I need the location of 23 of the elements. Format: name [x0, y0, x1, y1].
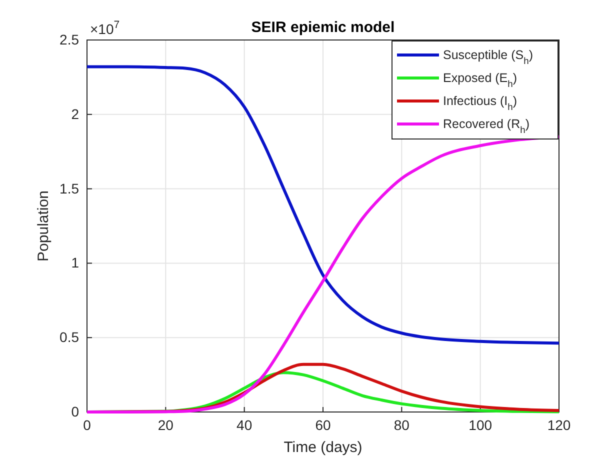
- legend-label: Exposed (E$_{h}$): [443, 71, 518, 89]
- x-axis-title: Time (days): [284, 439, 362, 456]
- x-tick-label: 60: [315, 416, 331, 433]
- legend-label: Infectious (I$_{h}$): [443, 94, 518, 112]
- y-tick-label: 1: [71, 254, 80, 271]
- x-tick-label: 20: [158, 416, 174, 433]
- y-tick-label: 2: [71, 106, 80, 122]
- legend-label: Recovered (R$_{h}$): [443, 117, 530, 135]
- text: ×10$^{7}$: [90, 19, 120, 37]
- y-axis-title: Population: [35, 190, 52, 262]
- y-tick-label: 0: [71, 403, 80, 420]
- x-tick-label: 120: [547, 416, 571, 433]
- y-tick-label: 2.5: [60, 31, 80, 48]
- x-tick-label: 40: [236, 416, 252, 433]
- x-tick-label: 80: [394, 416, 410, 433]
- line-series: [86, 65, 560, 345]
- line-series: [86, 135, 560, 414]
- x-tick-label: 0: [83, 416, 92, 433]
- chart-title: SEIR epiemic model: [251, 19, 395, 36]
- y-tick-label: 0.5: [60, 329, 80, 346]
- y-tick-label: 1.5: [60, 180, 80, 196]
- legend-label: Susceptible (S$_{h}$): [443, 48, 533, 66]
- x-tick-label: 100: [468, 416, 492, 433]
